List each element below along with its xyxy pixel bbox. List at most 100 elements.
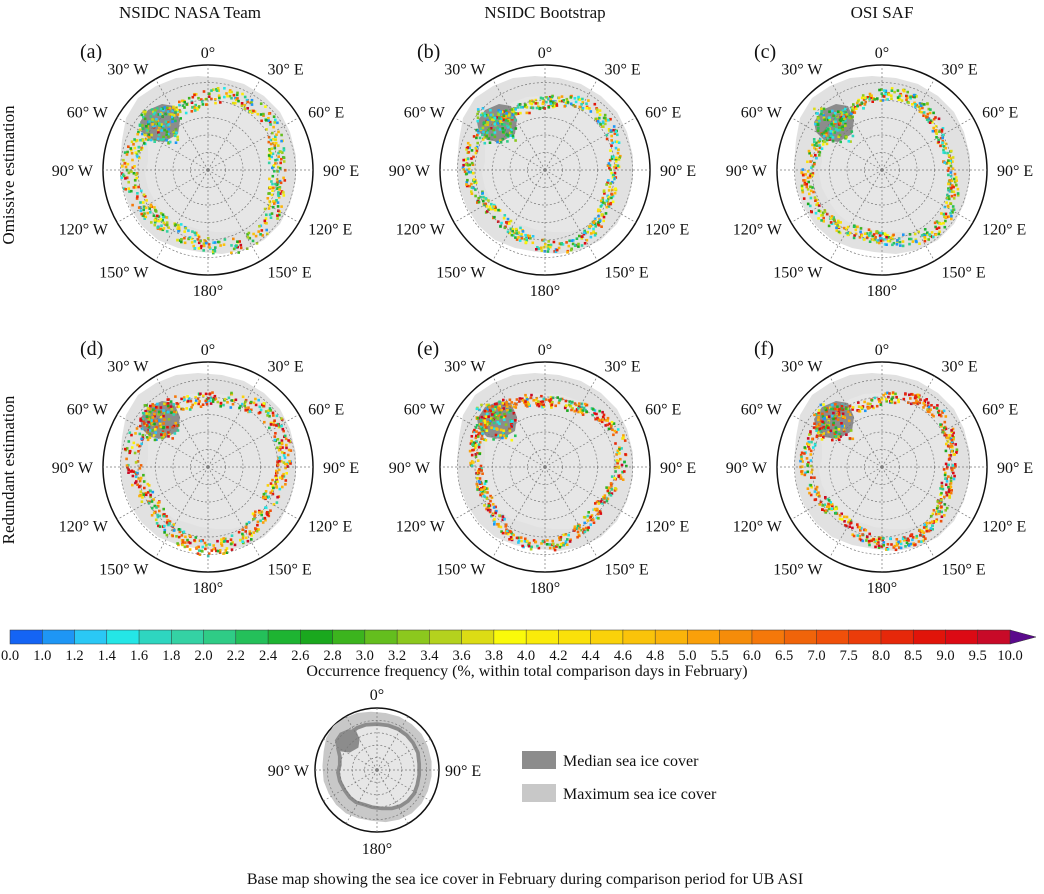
lon-label-east: 150° E xyxy=(942,264,986,281)
colorbar-swatch xyxy=(880,629,914,645)
row-title-omissive: Omissive estimation xyxy=(0,105,18,245)
lon-label-west: 90° W xyxy=(389,460,431,477)
lon-label-west: 60° W xyxy=(404,402,446,419)
lat-label-0: 0° xyxy=(201,342,215,359)
lat-label-0: 0° xyxy=(538,45,552,62)
colorbar-tick-label: 3.8 xyxy=(485,648,503,664)
panel-tag: (a) xyxy=(80,41,102,63)
lon-label-west: 120° W xyxy=(733,519,783,536)
colorbar-tick-label: 7.5 xyxy=(840,648,858,664)
column-title-nasa-team: NSIDC NASA Team xyxy=(119,3,261,22)
colorbar-tick-label: 5.5 xyxy=(711,648,729,664)
lon-label-east: 60° E xyxy=(982,105,1018,122)
lon-label-east: 60° E xyxy=(308,402,344,419)
legend-maximum-label: Maximum sea ice cover xyxy=(563,786,717,803)
lon-label-west: 60° W xyxy=(404,105,446,122)
lon-label-west: 30° W xyxy=(444,62,486,79)
lon-label-west: 60° W xyxy=(67,402,109,419)
colorbar-tick-label: 4.6 xyxy=(614,648,632,664)
colorbar-swatch xyxy=(945,629,979,645)
occurrence-pixels xyxy=(800,87,960,248)
colorbar-tick-label: 7.0 xyxy=(807,648,825,664)
colorbar-tick-label: 10.0 xyxy=(997,648,1022,664)
colorbar-swatch xyxy=(74,629,108,645)
colorbar-swatch xyxy=(203,629,237,645)
colorbar-swatch xyxy=(590,629,624,645)
colorbar-swatch xyxy=(235,629,269,645)
row-title-redundant: Redundant estimation xyxy=(0,395,18,544)
lon-label-east: 150° E xyxy=(942,561,986,578)
colorbar-tick-label: 6.5 xyxy=(775,648,793,664)
colorbar-swatch xyxy=(525,629,559,645)
lon-label-east: 90° E xyxy=(323,460,359,477)
lon-label-east: 120° E xyxy=(645,519,689,536)
lon-label-west: 90° W xyxy=(52,163,94,180)
lat-label-180: 180° xyxy=(530,580,560,597)
colorbar-tick-label: 1.8 xyxy=(162,648,180,664)
basemap-label-top: 0° xyxy=(370,687,384,704)
colorbar-swatch xyxy=(332,629,366,645)
colorbar-swatch xyxy=(42,629,76,645)
panel-tag: (b) xyxy=(417,41,440,63)
polar-panel: (a) 0° 180° 30° W 30° E 60° W 60° E 90° W 90° E 1… xyxy=(52,41,359,300)
lon-label-west: 120° W xyxy=(59,222,109,239)
legend: Median sea ice cover Maximum sea ice cov… xyxy=(522,751,717,803)
colorbar-tick-label: 4.4 xyxy=(582,648,601,664)
lon-label-east: 120° E xyxy=(982,519,1026,536)
lon-label-east: 30° E xyxy=(942,62,978,79)
column-title-osi-saf: OSI SAF xyxy=(851,3,914,22)
colorbar-swatch xyxy=(558,629,592,645)
lon-label-east: 60° E xyxy=(645,402,681,419)
lon-label-west: 150° W xyxy=(99,561,149,578)
lon-label-west: 150° W xyxy=(773,264,823,281)
colorbar-swatch xyxy=(751,629,785,645)
lon-label-east: 90° E xyxy=(323,163,359,180)
colorbar-tick-label: 1.0 xyxy=(33,648,51,664)
base-map: 0° 180° 90° W 90° E xyxy=(268,687,481,858)
colorbar-tick-label: 1.2 xyxy=(65,648,83,664)
lon-label-east: 150° E xyxy=(605,264,649,281)
lon-label-west: 120° W xyxy=(396,519,446,536)
lon-label-west: 90° W xyxy=(389,163,431,180)
colorbar-swatch xyxy=(267,629,301,645)
colorbar-swatch xyxy=(171,629,205,645)
colorbar-swatch xyxy=(364,629,398,645)
colorbar-tick-label: 9.0 xyxy=(936,648,954,664)
lon-label-east: 90° E xyxy=(997,163,1033,180)
polar-panel: (c) 0° 180° 30° W 30° E 60° W 60° E 90° W 90° E 1… xyxy=(726,41,1033,300)
basemap-label-left: 90° W xyxy=(268,763,310,780)
polar-panel: (e) 0° 180° 30° W 30° E 60° W 60° E 90° W 90° E 1… xyxy=(389,338,696,597)
lat-label-0: 0° xyxy=(538,342,552,359)
lon-label-west: 90° W xyxy=(726,163,768,180)
column-title-bootstrap: NSIDC Bootstrap xyxy=(484,3,605,22)
lon-label-east: 60° E xyxy=(308,105,344,122)
colorbar-swatch xyxy=(687,629,721,645)
lon-label-west: 30° W xyxy=(781,62,823,79)
lon-label-east: 120° E xyxy=(308,519,352,536)
colorbar-tick-label: 4.0 xyxy=(517,648,535,664)
colorbar-tick-label: 1.6 xyxy=(130,648,148,664)
panel-tag: (f) xyxy=(754,338,774,360)
lat-label-180: 180° xyxy=(193,283,223,300)
lon-label-east: 120° E xyxy=(645,222,689,239)
colorbar-tick-label: 4.8 xyxy=(646,648,664,664)
lon-label-west: 120° W xyxy=(396,222,446,239)
lon-label-east: 90° E xyxy=(660,163,696,180)
lat-label-180: 180° xyxy=(867,580,897,597)
lon-label-west: 150° W xyxy=(436,264,486,281)
lon-label-west: 150° W xyxy=(99,264,149,281)
colorbar-tick-label: 5.0 xyxy=(678,648,696,664)
lon-label-west: 120° W xyxy=(59,519,109,536)
lon-label-east: 150° E xyxy=(268,561,312,578)
lat-label-180: 180° xyxy=(867,283,897,300)
colorbar-swatch xyxy=(429,629,463,645)
colorbar-swatch xyxy=(977,629,1011,645)
lon-label-west: 90° W xyxy=(52,460,94,477)
colorbar: 0.0 1.0 1.2 1.4 1.6 1.8 2.0 2.2 2.4 2.6 2.8 3.0 3.2 3… xyxy=(1,629,1037,680)
colorbar-tick-label: 3.0 xyxy=(356,648,374,664)
lon-label-east: 60° E xyxy=(645,105,681,122)
lon-label-east: 90° E xyxy=(660,460,696,477)
legend-median-label: Median sea ice cover xyxy=(563,753,699,770)
colorbar-label: Occurrence frequency (%, within total co… xyxy=(306,663,747,680)
colorbar-swatch xyxy=(396,629,430,645)
